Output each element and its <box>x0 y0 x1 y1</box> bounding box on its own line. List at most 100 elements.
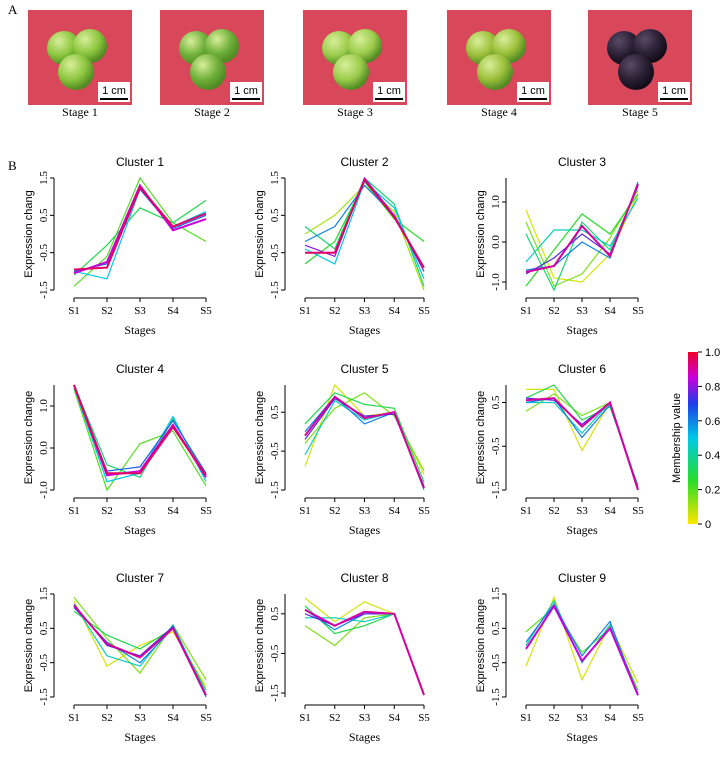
x-tick-label: S1 <box>68 712 80 724</box>
y-axis-label: Expression change <box>254 391 266 485</box>
x-tick-label: S2 <box>548 505 560 517</box>
y-tick-label: -1.5 <box>269 281 281 299</box>
x-axis-label: Stages <box>124 323 156 337</box>
x-tick-label: S2 <box>101 305 113 317</box>
x-tick-label: S1 <box>520 712 532 724</box>
series-line <box>73 176 207 287</box>
series-line <box>525 599 639 694</box>
y-axis-label: Expression chang <box>475 190 487 277</box>
legend-tick-label: 1.0 <box>705 347 720 359</box>
y-tick-label: 1.5 <box>490 587 502 601</box>
series-line <box>73 389 207 492</box>
y-tick-label: -0.5 <box>269 644 281 662</box>
legend-title: Membership value <box>671 393 683 483</box>
x-tick-label: S4 <box>388 505 400 517</box>
x-tick-label: S2 <box>101 712 113 724</box>
series-line <box>525 397 639 488</box>
y-tick-label: -1.5 <box>490 481 502 499</box>
series-line <box>73 188 207 280</box>
x-tick-label: S5 <box>632 505 644 517</box>
legend-tick-label: 0 <box>705 519 711 531</box>
series-line <box>304 180 425 280</box>
x-axis-label: Stages <box>349 323 381 337</box>
x-tick-label: S1 <box>520 505 532 517</box>
panel-label-a: A <box>8 2 18 17</box>
x-tick-label: S3 <box>134 712 146 724</box>
x-tick-label: S4 <box>167 305 179 317</box>
y-tick-label: -0.5 <box>269 243 281 261</box>
y-tick-label: -0.5 <box>269 442 281 460</box>
x-tick-label: S1 <box>299 305 311 317</box>
x-tick-label: S1 <box>520 305 532 317</box>
stage-photo-4: 1 cm <box>447 10 551 105</box>
stage-photo-1: 1 cm <box>28 10 132 105</box>
stage-photo-5: 1 cm <box>588 10 692 105</box>
x-tick-label: S5 <box>200 305 212 317</box>
series-line <box>73 384 207 478</box>
scale-label: 1 cm <box>521 85 545 97</box>
series-line <box>525 189 639 287</box>
x-axis-label: Stages <box>566 323 598 337</box>
y-tick-label: 0.5 <box>269 208 281 222</box>
series-line <box>73 384 207 479</box>
cluster-title: Cluster 2 <box>340 155 388 169</box>
x-tick-label: S4 <box>388 712 400 724</box>
series-line <box>525 604 639 696</box>
cluster-title: Cluster 7 <box>116 571 164 585</box>
y-tick-label: -1.0 <box>490 273 502 291</box>
x-axis-label: Stages <box>124 730 156 744</box>
stage-label: Stage 1 <box>62 105 98 119</box>
y-tick-label: 0.5 <box>490 395 502 409</box>
y-tick-label: -0.5 <box>38 243 50 261</box>
series-line <box>525 603 639 696</box>
series-line <box>525 397 639 491</box>
x-tick-label: S4 <box>604 305 616 317</box>
legend-tick-label: 0.4 <box>705 450 720 462</box>
x-tick-label: S3 <box>576 712 588 724</box>
x-tick-label: S5 <box>418 505 430 517</box>
scale-label: 1 cm <box>234 85 258 97</box>
series-line <box>304 383 425 475</box>
series-line <box>304 184 425 268</box>
x-tick-label: S4 <box>604 505 616 517</box>
stage-label: Stage 3 <box>337 105 373 119</box>
series-line <box>73 183 207 275</box>
y-tick-label: 0.5 <box>38 208 50 222</box>
stage-label: Stage 4 <box>481 105 517 119</box>
scale-label: 1 cm <box>102 85 126 97</box>
y-tick-label: -1.0 <box>38 481 50 499</box>
x-tick-label: S5 <box>632 712 644 724</box>
series-line <box>73 605 207 696</box>
series-line <box>73 603 207 696</box>
cluster-title: Cluster 8 <box>340 571 388 585</box>
x-axis-label: Stages <box>349 523 381 537</box>
x-tick-label: S2 <box>101 505 113 517</box>
scale-label: 1 cm <box>377 85 401 97</box>
x-tick-label: S1 <box>299 712 311 724</box>
x-axis-label: Stages <box>349 730 381 744</box>
cluster-title: Cluster 3 <box>558 155 606 169</box>
cluster-title: Cluster 6 <box>558 362 606 376</box>
y-tick-label: -0.5 <box>38 653 50 671</box>
y-axis-label: Expression change <box>23 391 35 485</box>
series-line <box>73 603 207 694</box>
x-tick-label: S3 <box>359 305 371 317</box>
series-line <box>73 384 207 476</box>
legend-tick-label: 0.8 <box>705 381 720 393</box>
cluster-title: Cluster 5 <box>340 362 388 376</box>
scale-label: 1 cm <box>662 85 686 97</box>
series-line <box>305 177 425 269</box>
y-tick-label: -1.5 <box>490 688 502 706</box>
y-tick-label: 1.5 <box>269 171 281 185</box>
y-axis-label: Expression change <box>254 599 266 693</box>
x-tick-label: S4 <box>388 305 400 317</box>
x-axis-label: Stages <box>566 730 598 744</box>
y-axis-label: Expression chang <box>23 190 35 277</box>
series-line <box>73 185 207 271</box>
y-tick-label: -1.5 <box>38 688 50 706</box>
legend-tick-label: 0.6 <box>705 416 720 428</box>
x-tick-label: S5 <box>200 712 212 724</box>
series-line <box>525 595 639 684</box>
y-tick-label: -0.5 <box>490 437 502 455</box>
x-tick-label: S3 <box>134 305 146 317</box>
